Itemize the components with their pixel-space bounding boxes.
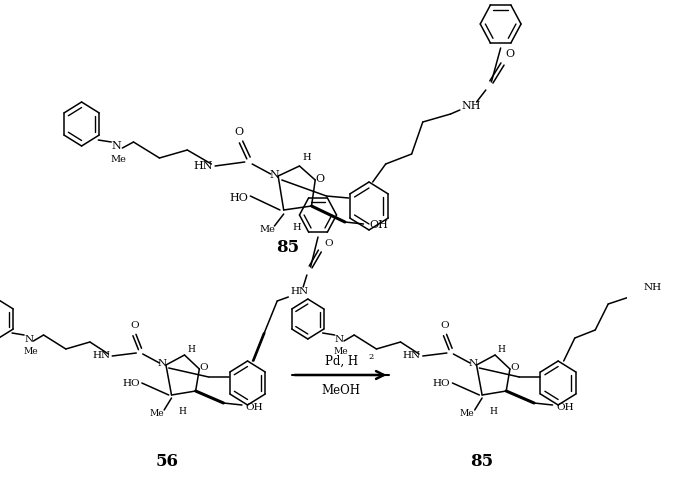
- Text: O: O: [315, 174, 324, 184]
- Text: HO: HO: [230, 193, 249, 203]
- Text: HN: HN: [92, 352, 110, 360]
- Text: 85: 85: [276, 240, 299, 256]
- Text: Me: Me: [23, 346, 38, 356]
- Text: HN: HN: [194, 161, 213, 171]
- Text: H: H: [178, 406, 187, 416]
- Text: HO: HO: [122, 380, 140, 388]
- Text: NH: NH: [644, 284, 662, 292]
- Text: 56: 56: [155, 454, 178, 470]
- Text: H: H: [292, 224, 301, 232]
- Text: N: N: [24, 334, 33, 344]
- Text: O: O: [441, 322, 450, 330]
- Text: O: O: [510, 364, 519, 372]
- Text: 2: 2: [368, 353, 373, 361]
- Text: HN: HN: [403, 352, 421, 360]
- Text: OH: OH: [369, 220, 388, 230]
- Text: Me: Me: [149, 408, 164, 418]
- Text: O: O: [324, 238, 333, 248]
- Text: O: O: [506, 49, 514, 59]
- Text: O: O: [235, 127, 244, 137]
- Text: H: H: [498, 344, 506, 354]
- Text: NH: NH: [462, 101, 481, 111]
- Text: N: N: [270, 170, 279, 180]
- Text: HO: HO: [433, 380, 451, 388]
- Text: H: H: [187, 344, 195, 354]
- Text: N: N: [158, 360, 167, 368]
- Text: MeOH: MeOH: [322, 384, 361, 398]
- Text: 85: 85: [470, 454, 493, 470]
- Text: N: N: [112, 141, 122, 151]
- Text: OH: OH: [245, 402, 264, 411]
- Text: O: O: [130, 322, 139, 330]
- Text: Pd, H: Pd, H: [324, 354, 358, 368]
- Text: H: H: [303, 154, 311, 162]
- Text: N: N: [468, 360, 477, 368]
- Text: OH: OH: [556, 402, 574, 411]
- Text: N: N: [335, 334, 344, 344]
- Text: HN: HN: [290, 286, 308, 296]
- Text: O: O: [199, 364, 208, 372]
- Text: Me: Me: [259, 226, 275, 234]
- Text: Me: Me: [460, 408, 475, 418]
- Text: H: H: [489, 406, 497, 416]
- Text: Me: Me: [111, 156, 126, 164]
- Text: Me: Me: [334, 346, 349, 356]
